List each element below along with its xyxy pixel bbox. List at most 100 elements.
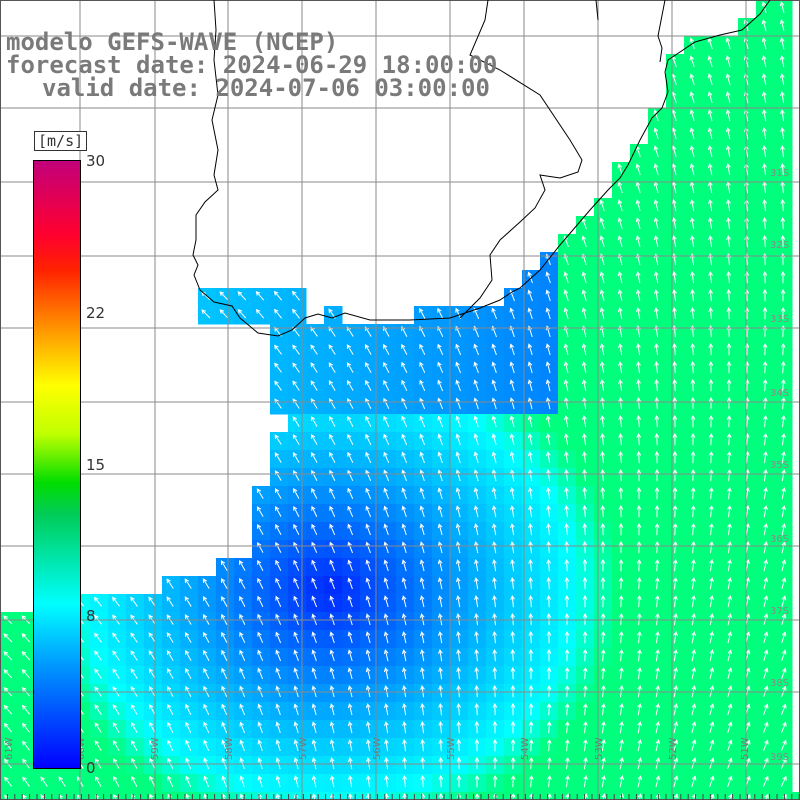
wave-arrow <box>762 396 768 410</box>
wave-arrow <box>365 451 372 464</box>
wave-arrow <box>637 739 643 752</box>
wave-arrow <box>365 667 371 680</box>
wave-arrow <box>402 703 407 716</box>
wave-arrow <box>203 721 210 734</box>
wave-arrow <box>203 667 210 679</box>
wave-arrow <box>419 577 425 590</box>
wave-arrow <box>383 469 390 482</box>
wave-arrow <box>402 739 407 752</box>
latitude-label: 36S <box>770 534 789 545</box>
wave-arrow <box>691 703 697 716</box>
wave-arrow <box>311 451 318 463</box>
wave-arrow <box>255 290 265 301</box>
wave-arrow <box>582 630 588 644</box>
wave-arrow <box>221 667 228 680</box>
wave-arrow <box>672 378 678 392</box>
wave-arrow <box>709 631 715 644</box>
wave-arrow <box>618 379 623 392</box>
wave-arrow <box>619 648 624 662</box>
wave-arrow <box>492 541 497 554</box>
wave-arrow <box>709 559 714 572</box>
wave-arrow <box>473 379 479 392</box>
wave-arrow <box>618 540 624 554</box>
wave-arrow <box>762 739 769 752</box>
wave-arrow <box>383 505 389 518</box>
wave-arrow <box>275 721 281 734</box>
wave-arrow <box>707 73 713 86</box>
wave-arrow <box>21 668 31 679</box>
wave-arrow <box>725 91 731 104</box>
wave-arrow <box>491 415 497 428</box>
wave-arrow <box>166 578 174 589</box>
wave-arrow <box>473 523 479 536</box>
wave-arrow <box>401 595 407 608</box>
wave-arrow <box>654 396 660 410</box>
wave-arrow <box>637 631 642 644</box>
wave-arrow <box>709 649 715 662</box>
wave-arrow <box>636 486 642 500</box>
wave-arrow <box>779 37 785 50</box>
wave-arrow <box>58 776 66 787</box>
wave-arrow <box>365 559 371 572</box>
wave-arrow <box>510 774 516 788</box>
wave-arrow <box>455 433 461 446</box>
wave-arrow <box>130 650 138 661</box>
wave-arrow <box>167 721 174 733</box>
wave-arrow <box>690 504 696 518</box>
wave-arrow <box>727 739 733 752</box>
wave-arrow <box>600 666 606 680</box>
wave-speed-cell <box>774 792 793 800</box>
wave-arrow <box>203 649 210 661</box>
wave-arrow <box>311 739 317 752</box>
wave-arrow <box>419 361 426 374</box>
wave-arrow <box>510 505 515 518</box>
wave-arrow <box>689 163 695 176</box>
wave-arrow <box>492 702 498 716</box>
wave-arrow <box>365 361 372 373</box>
wave-arrow <box>528 648 534 662</box>
wave-arrow <box>726 270 732 284</box>
wave-arrow <box>618 576 624 590</box>
wave-arrow <box>348 775 353 788</box>
wave-arrow <box>383 451 390 464</box>
wave-arrow <box>473 343 479 356</box>
wave-arrow <box>528 738 534 752</box>
wave-arrow <box>780 216 786 230</box>
wave-arrow <box>293 541 300 553</box>
wave-arrow <box>761 55 767 68</box>
wave-arrow <box>510 630 516 644</box>
wave-arrow <box>636 396 641 410</box>
wave-arrow <box>708 378 714 392</box>
wave-arrow <box>564 558 570 572</box>
wave-arrow <box>491 469 497 482</box>
wave-arrow <box>437 307 444 319</box>
wave-arrow <box>582 666 588 680</box>
wave-arrow <box>690 522 696 536</box>
wave-arrow <box>473 307 480 320</box>
wave-speed-cell <box>216 792 235 800</box>
wave-arrow <box>618 415 623 428</box>
wave-arrow <box>347 380 354 391</box>
wave-arrow <box>311 559 318 572</box>
wave-arrow <box>690 360 696 374</box>
wave-arrow <box>311 577 318 590</box>
wave-arrow <box>94 722 102 733</box>
wave-arrow <box>329 433 336 445</box>
wave-speed-cell <box>414 792 433 800</box>
wave-arrow <box>491 523 497 536</box>
wave-arrow <box>275 775 281 788</box>
wave-arrow <box>744 270 750 284</box>
wave-arrow <box>455 487 461 500</box>
wave-arrow <box>474 631 479 644</box>
wave-arrow <box>761 91 767 104</box>
wave-arrow <box>726 288 732 302</box>
wave-arrow <box>509 415 515 428</box>
wave-arrow <box>762 127 767 140</box>
wave-arrow <box>220 560 228 571</box>
wave-arrow <box>310 380 318 391</box>
wave-arrow <box>131 739 138 751</box>
wave-arrow <box>564 666 570 680</box>
wave-arrow <box>726 163 731 176</box>
longitude-label: 52W <box>668 737 679 760</box>
